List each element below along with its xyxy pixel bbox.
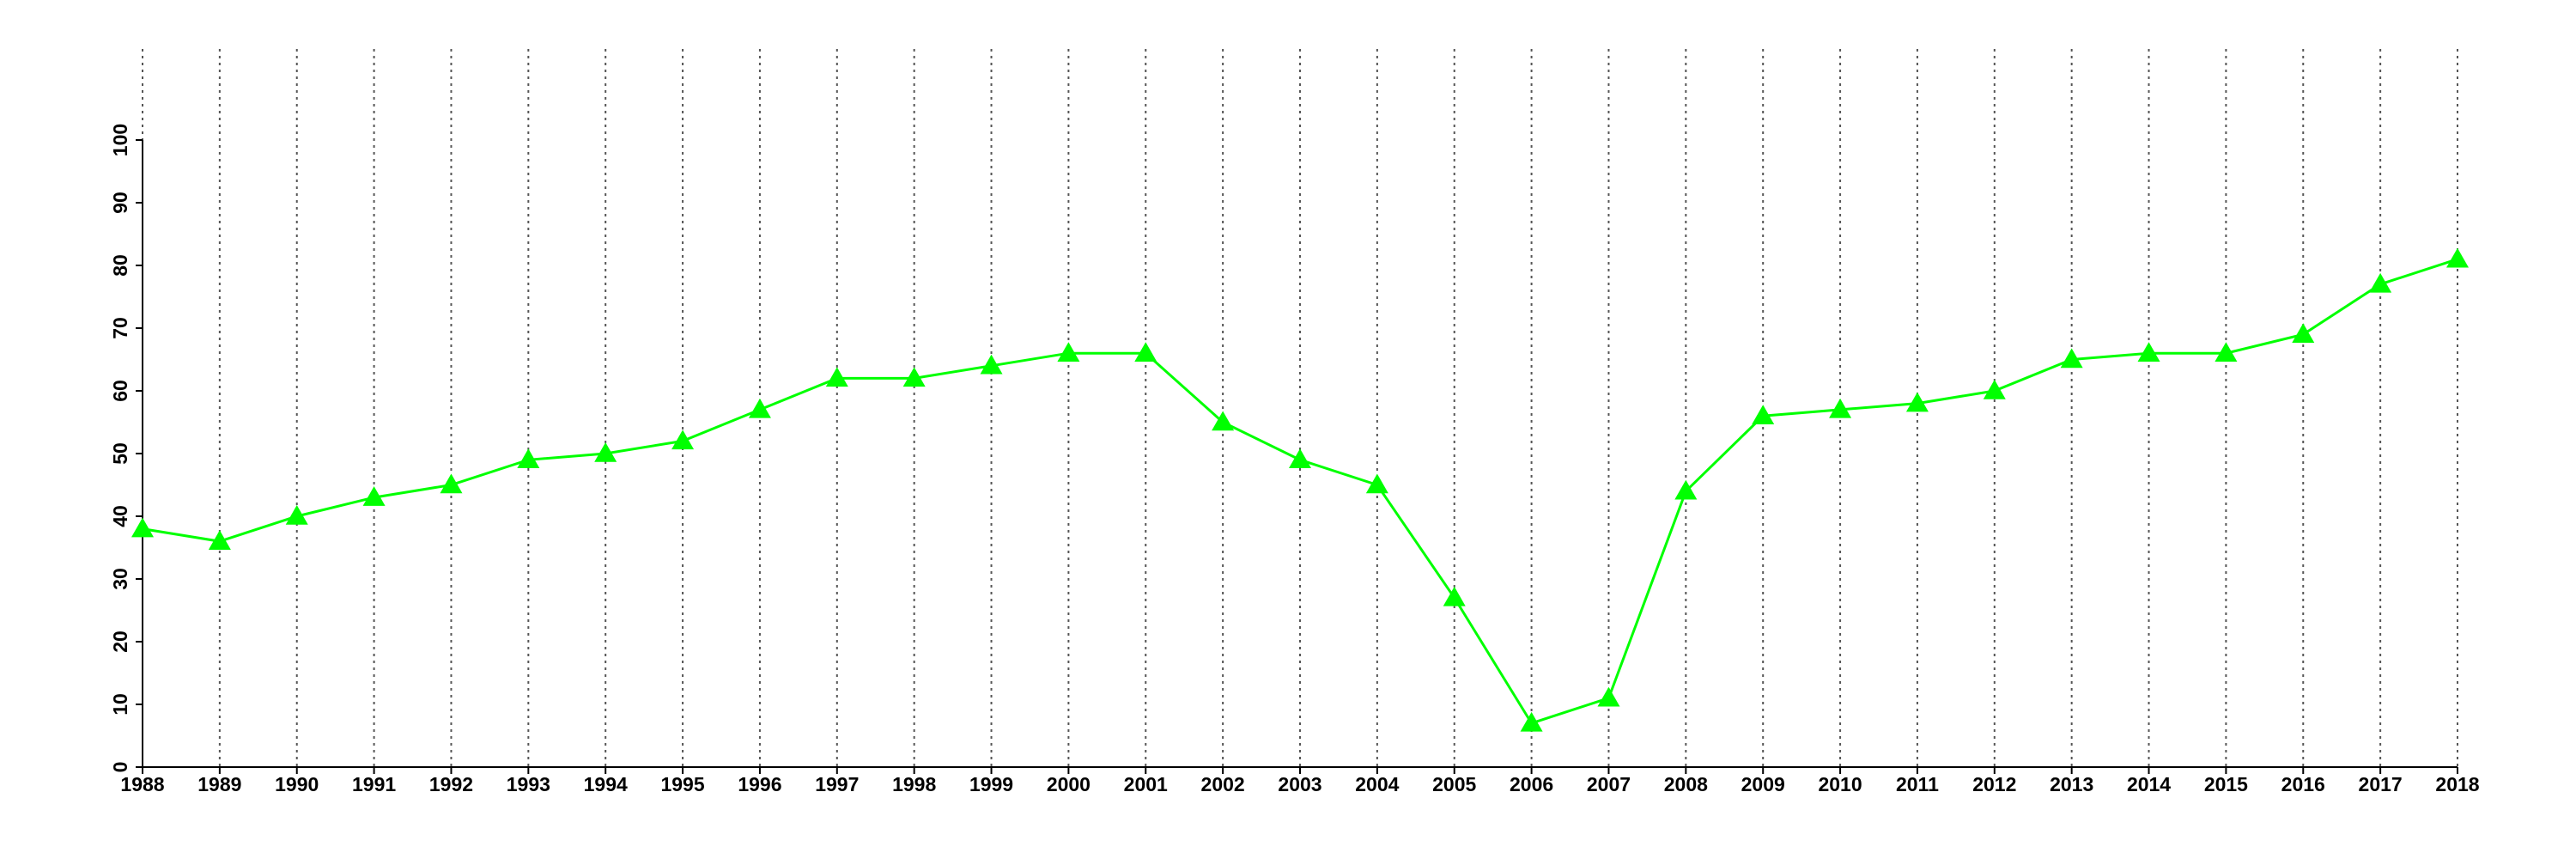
x-tick-label: 1993 — [507, 773, 550, 795]
x-tick-label: 2014 — [2127, 773, 2171, 795]
point-marker — [1905, 392, 1929, 412]
point-marker — [208, 530, 231, 550]
y-tick-label: 20 — [109, 631, 131, 653]
y-tick-label: 0 — [109, 762, 131, 773]
point-marker — [2060, 348, 2083, 369]
x-tick-label: 2001 — [1124, 773, 1168, 795]
x-tick-label: 2018 — [2435, 773, 2479, 795]
point-marker — [980, 354, 1003, 375]
point-marker — [2215, 342, 2238, 362]
x-tick-label: 1991 — [352, 773, 396, 795]
x-tick-label: 2009 — [1741, 773, 1785, 795]
point-marker — [671, 430, 695, 450]
x-tick-label: 2013 — [2050, 773, 2093, 795]
y-tick-label: 10 — [109, 693, 131, 716]
x-tick-label: 1998 — [892, 773, 936, 795]
x-tick-label: 1988 — [120, 773, 164, 795]
point-marker — [1597, 686, 1620, 707]
x-tick-label: 1997 — [815, 773, 859, 795]
point-marker — [748, 398, 771, 418]
x-tick-label: 2000 — [1047, 773, 1091, 795]
x-tick-label: 2011 — [1896, 773, 1939, 795]
y-tick-label: 90 — [109, 192, 131, 214]
point-marker — [285, 505, 308, 525]
x-tick-label: 1990 — [275, 773, 319, 795]
x-tick-label: 2007 — [1587, 773, 1631, 795]
point-marker — [1365, 473, 1388, 494]
point-marker — [1134, 342, 1157, 362]
point-marker — [1212, 411, 1235, 431]
point-marker — [2446, 247, 2469, 268]
x-tick-label: 2017 — [2359, 773, 2403, 795]
y-tick-label: 50 — [109, 442, 131, 465]
y-tick-label: 60 — [109, 380, 131, 402]
point-marker — [594, 442, 617, 462]
y-tick-label: 40 — [109, 505, 131, 527]
y-tick-label: 80 — [109, 254, 131, 277]
x-tick-label: 2010 — [1818, 773, 1862, 795]
point-marker — [362, 486, 386, 506]
x-tick-label: 2005 — [1432, 773, 1476, 795]
x-tick-label: 2016 — [2281, 773, 2325, 795]
x-tick-label: 2004 — [1355, 773, 1399, 795]
x-tick-label: 1999 — [969, 773, 1013, 795]
point-marker — [1443, 586, 1466, 606]
x-tick-label: 2002 — [1201, 773, 1245, 795]
x-tick-label: 2006 — [1510, 773, 1553, 795]
point-marker — [2292, 323, 2315, 344]
x-tick-label: 1989 — [197, 773, 241, 795]
y-tick-label: 100 — [109, 124, 131, 156]
y-tick-label: 30 — [109, 568, 131, 590]
x-tick-label: 1995 — [660, 773, 704, 795]
point-marker — [902, 367, 926, 387]
x-tick-label: 1994 — [584, 773, 628, 795]
point-marker — [1289, 448, 1311, 469]
point-marker — [1829, 398, 1852, 418]
point-marker — [1674, 479, 1698, 500]
x-tick-label: 2012 — [1972, 773, 2016, 795]
point-marker — [517, 448, 540, 469]
point-marker — [1520, 711, 1543, 732]
point-marker — [440, 473, 463, 494]
point-marker — [825, 367, 848, 387]
point-marker — [1057, 342, 1080, 362]
y-tick-label: 70 — [109, 317, 131, 339]
point-marker — [2137, 342, 2160, 362]
point-marker — [131, 517, 154, 538]
point-marker — [1752, 405, 1775, 424]
point-marker — [1983, 380, 2006, 399]
x-tick-label: 1996 — [738, 773, 781, 795]
x-tick-label: 1992 — [429, 773, 473, 795]
x-tick-label: 2008 — [1664, 773, 1708, 795]
point-marker — [2369, 272, 2392, 293]
x-tick-label: 2015 — [2204, 773, 2248, 795]
x-tick-label: 2003 — [1278, 773, 1321, 795]
